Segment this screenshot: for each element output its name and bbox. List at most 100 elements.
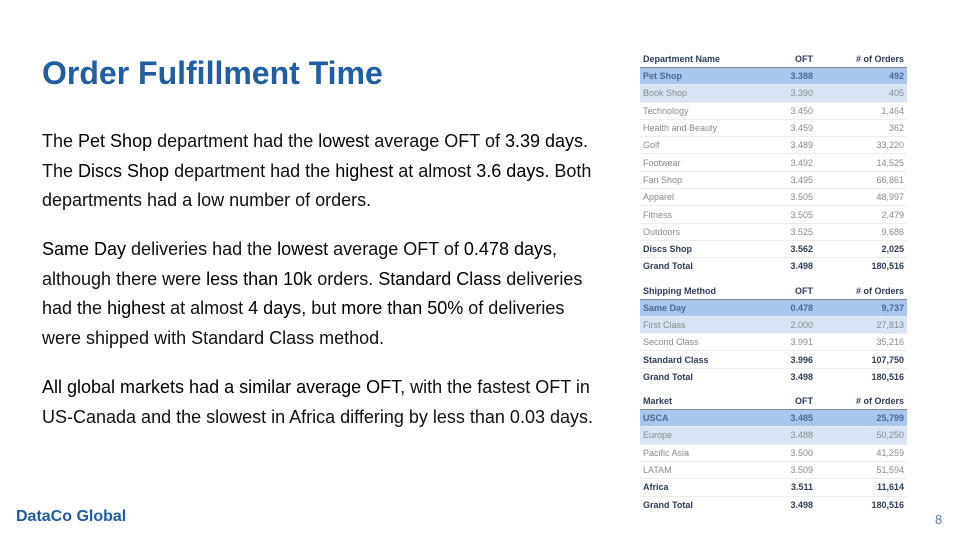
table-cell: 3.505 xyxy=(770,205,816,224)
column-header: Market xyxy=(640,393,770,411)
table-row: Technology 3.450 1,464 xyxy=(640,102,907,120)
table-cell: 492 xyxy=(816,67,907,86)
text-run: Pet Shop xyxy=(78,131,153,151)
text-run: lowest xyxy=(277,239,329,259)
table-cell: 3.492 xyxy=(770,153,816,172)
table-cell: 2.000 xyxy=(770,316,816,335)
table-cell: Outdoors xyxy=(640,223,770,241)
text-run: highest xyxy=(107,298,166,318)
table-cell: 25,799 xyxy=(816,409,907,428)
text-run: 0.478 days xyxy=(463,239,552,259)
table-cell: 180,516 xyxy=(816,257,907,275)
text-run: deliveries had the xyxy=(42,268,583,319)
text-run: deliveries had the xyxy=(126,239,278,259)
table-row: Fitness 3.505 2,479 xyxy=(640,205,907,224)
table-cell: 3.459 xyxy=(770,119,816,138)
table-cell: 107,750 xyxy=(816,350,907,369)
column-header: OFT xyxy=(770,393,816,411)
table-cell: Grand Total xyxy=(640,495,770,513)
table-cell: 180,516 xyxy=(816,495,907,513)
table-cell: Discs Shop xyxy=(640,240,770,259)
shipping-table: Shipping Method OFT # of Orders Same Day… xyxy=(640,282,907,386)
table-row: Golf 3.489 33,220 xyxy=(640,136,907,155)
table-cell: 27,813 xyxy=(816,316,907,335)
table-header-row: Department Name OFT # of Orders xyxy=(640,51,907,68)
table-cell: First Class xyxy=(640,316,770,335)
table-cell: Fitness xyxy=(640,205,770,224)
column-header: Shipping Method xyxy=(640,282,770,300)
table-cell: Apparel xyxy=(640,188,770,207)
grand-total-row: Grand Total 3.498 180,516 xyxy=(640,257,907,275)
grand-total-row: Grand Total 3.498 180,516 xyxy=(640,367,907,386)
table-cell: 3.388 xyxy=(770,67,816,86)
table-cell: 14,525 xyxy=(816,153,907,172)
paragraph-departments: The Pet Shop department had the lowest a… xyxy=(42,127,602,216)
table-cell: 3.500 xyxy=(770,444,816,462)
table-spacer xyxy=(640,275,907,283)
table-cell: Second Class xyxy=(640,333,770,352)
text-run: Standard Class xyxy=(378,268,502,289)
table-cell: 3.498 xyxy=(770,257,816,275)
table-cell: 48,997 xyxy=(816,188,907,207)
table-row: Outdoors 3.525 9,686 xyxy=(640,223,907,241)
table-cell: 33,220 xyxy=(816,136,907,155)
table-cell: Golf xyxy=(640,136,770,155)
table-cell: LATAM xyxy=(640,461,770,480)
table-row: Fan Shop 3.495 66,861 xyxy=(640,171,907,190)
table-row: Pacific Asia 3.500 41,259 xyxy=(640,444,907,462)
text-run: at almost xyxy=(165,298,249,318)
page-number: 8 xyxy=(935,512,943,527)
table-cell: 66,861 xyxy=(816,171,907,190)
text-run: more than 50% xyxy=(341,298,464,318)
table-cell: 3.390 xyxy=(770,84,816,103)
table-cell: Grand Total xyxy=(640,257,770,275)
table-cell: 3.996 xyxy=(770,350,816,369)
text-run: average OFT of xyxy=(369,131,505,151)
text-run: orders. xyxy=(312,268,379,289)
text-run: Same Day xyxy=(42,239,127,259)
column-header: # of Orders xyxy=(816,51,907,68)
table-cell: 2,025 xyxy=(816,240,907,259)
table-cell: Health and Beauty xyxy=(640,119,770,138)
text-run: 4 days xyxy=(248,298,302,318)
column-header: # of Orders xyxy=(816,393,907,411)
table-cell: 3.488 xyxy=(770,426,816,445)
text-run: average OFT of xyxy=(328,239,464,259)
table-row: Footwear 3.492 14,525 xyxy=(640,153,907,172)
table-row: Pet Shop 3.388 492 xyxy=(640,67,907,86)
table-cell: Pacific Asia xyxy=(640,444,770,462)
text-run: . The xyxy=(42,131,589,181)
table-row: First Class 2.000 27,813 xyxy=(640,316,907,335)
table-cell: 3.450 xyxy=(770,102,816,120)
text-run: of deliveries were shipped with Standard… xyxy=(42,298,565,348)
text-run: lowest xyxy=(318,131,370,151)
table-header-row: Market OFT # of Orders xyxy=(640,393,907,411)
text-run: less than 10k xyxy=(206,268,313,289)
table-row: Health and Beauty 3.459 362 xyxy=(640,119,907,138)
table-cell: 362 xyxy=(816,119,907,138)
table-row: Discs Shop 3.562 2,025 xyxy=(640,240,907,259)
table-cell: 3.511 xyxy=(770,478,816,497)
table-cell: Footwear xyxy=(640,153,770,172)
text-run: highest xyxy=(335,160,394,181)
table-cell: 11,614 xyxy=(816,478,907,497)
table-cell: 2,479 xyxy=(816,205,907,224)
table-cell: 9,686 xyxy=(816,223,907,241)
table-cell: Europe xyxy=(640,426,770,445)
table-cell: 3.495 xyxy=(770,171,816,190)
table-cell: 41,259 xyxy=(816,444,907,462)
table-cell: 180,516 xyxy=(816,367,907,386)
table-spacer xyxy=(640,385,907,393)
text-run: at almost xyxy=(393,160,477,181)
slide-title: Order Fulfillment Time xyxy=(42,55,383,91)
column-header: # of Orders xyxy=(816,282,907,300)
table-cell: Book Shop xyxy=(640,84,770,103)
text-run: Discs Shop xyxy=(78,160,170,181)
table-cell: 50,250 xyxy=(816,426,907,445)
grand-total-row: Grand Total 3.498 180,516 xyxy=(640,495,907,513)
text-run: The xyxy=(42,131,79,151)
text-run: department had the xyxy=(169,160,336,181)
text-run: , with the fastest OFT in US-Canada and … xyxy=(42,377,593,427)
department-table: Department Name OFT # of Orders Pet Shop… xyxy=(640,51,907,275)
table-cell: 9,737 xyxy=(816,299,907,317)
